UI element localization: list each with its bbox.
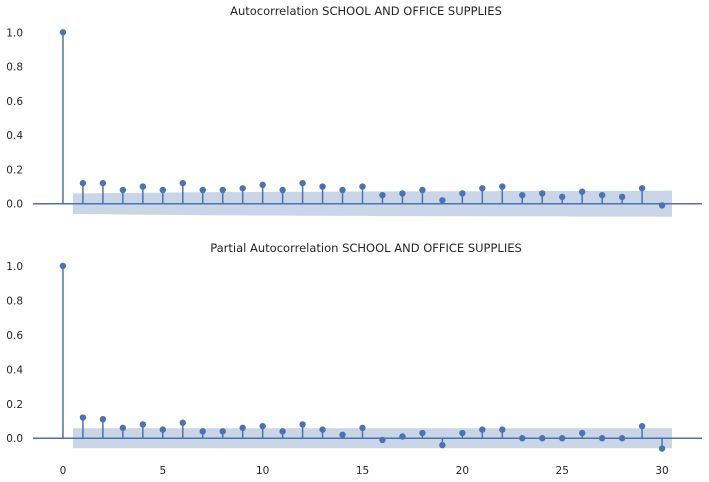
pacf-y-tick-label: 0.0 xyxy=(6,433,23,445)
pacf-marker-lag-22 xyxy=(499,426,506,433)
pacf-marker-lag-28 xyxy=(618,435,626,442)
acf-marker-lag-27 xyxy=(598,191,606,199)
acf-marker-lag-15 xyxy=(359,183,366,190)
acf-marker-lag-2 xyxy=(99,179,107,187)
pacf-marker-lag-21 xyxy=(479,426,486,433)
pacf-marker-lag-20 xyxy=(459,429,466,437)
pacf-marker-lag-1 xyxy=(79,414,87,421)
pacf-marker-lag-26 xyxy=(578,429,586,437)
pacf-y-tick-label: 1.0 xyxy=(6,261,23,273)
pacf-marker-lag-4 xyxy=(139,421,147,428)
acf-marker-lag-20 xyxy=(459,190,466,197)
pacf-x-tick-label: 0 xyxy=(60,465,67,477)
acf-marker-lag-3 xyxy=(119,186,127,194)
acf-marker-lag-29 xyxy=(638,185,646,192)
acf-y-tick-label: 1.0 xyxy=(6,27,23,39)
pacf-x-tick-label: 10 xyxy=(256,465,269,477)
pacf-marker-lag-18 xyxy=(419,429,426,437)
acf-marker-lag-30 xyxy=(658,202,666,209)
acf-marker-lag-17 xyxy=(399,190,406,197)
acf-marker-lag-5 xyxy=(159,186,167,194)
acf-marker-lag-28 xyxy=(618,193,626,201)
pacf-marker-lag-29 xyxy=(638,422,646,430)
pacf-y-tick-label: 0.4 xyxy=(6,364,23,376)
acf-marker-lag-26 xyxy=(578,188,586,195)
partial-autocorrelation-title: Partial Autocorrelation SCHOOL AND OFFIC… xyxy=(210,241,522,255)
pacf-marker-lag-5 xyxy=(159,426,167,433)
pacf-marker-lag-15 xyxy=(359,424,366,432)
pacf-x-tick-label: 15 xyxy=(356,465,369,477)
pacf-marker-lag-24 xyxy=(539,435,546,442)
pacf-marker-lag-11 xyxy=(279,428,286,435)
pacf-marker-lag-0 xyxy=(59,262,67,270)
acf-marker-lag-18 xyxy=(419,186,426,194)
acf-marker-lag-0 xyxy=(59,29,67,36)
pacf-marker-lag-9 xyxy=(239,424,246,432)
pacf-marker-lag-27 xyxy=(598,435,606,442)
acf-marker-lag-24 xyxy=(539,190,546,197)
pacf-x-tick-label: 20 xyxy=(456,465,469,477)
autocorrelation-title: Autocorrelation SCHOOL AND OFFICE SUPPLI… xyxy=(230,4,502,18)
pacf-marker-lag-7 xyxy=(199,428,206,435)
acf-marker-lag-13 xyxy=(319,183,326,190)
partial-autocorrelation-panel: Partial Autocorrelation SCHOOL AND OFFIC… xyxy=(6,241,702,477)
acf-marker-lag-11 xyxy=(279,186,286,194)
autocorrelation-panel: Autocorrelation SCHOOL AND OFFICE SUPPLI… xyxy=(6,4,702,217)
pacf-marker-lag-6 xyxy=(179,419,186,426)
acf-y-tick-label: 0.6 xyxy=(6,96,23,108)
pacf-x-tick-label: 30 xyxy=(655,465,668,477)
pacf-marker-lag-19 xyxy=(439,441,446,449)
acf-y-tick-label: 0.2 xyxy=(6,164,23,176)
acf-marker-lag-1 xyxy=(79,179,87,187)
acf-marker-lag-12 xyxy=(299,179,306,187)
acf-y-tick-label: 0.0 xyxy=(6,199,23,211)
pacf-y-tick-label: 0.8 xyxy=(6,295,23,307)
acf-marker-lag-22 xyxy=(499,183,506,190)
pacf-marker-lag-8 xyxy=(219,428,226,435)
pacf-y-tick-label: 0.6 xyxy=(6,330,23,342)
acf-marker-lag-16 xyxy=(379,191,386,199)
acf-marker-lag-14 xyxy=(339,186,346,194)
pacf-marker-lag-13 xyxy=(319,426,326,433)
pacf-marker-lag-25 xyxy=(559,435,566,442)
acf-y-tick-label: 0.4 xyxy=(6,130,23,142)
pacf-marker-lag-12 xyxy=(299,421,306,428)
acf-marker-lag-21 xyxy=(479,185,486,192)
acf-marker-lag-8 xyxy=(219,186,226,194)
acf-marker-lag-10 xyxy=(259,181,266,189)
acf-marker-lag-23 xyxy=(519,191,526,199)
pacf-marker-lag-23 xyxy=(519,435,526,442)
pacf-marker-lag-2 xyxy=(99,416,107,423)
acf-marker-lag-25 xyxy=(559,193,566,201)
acf-marker-lag-7 xyxy=(199,186,206,194)
pacf-x-tick-label: 5 xyxy=(159,465,166,477)
pacf-marker-lag-30 xyxy=(658,445,666,452)
acf-y-tick-label: 0.8 xyxy=(6,62,23,74)
pacf-marker-lag-14 xyxy=(339,431,346,438)
acf-marker-lag-6 xyxy=(179,179,186,187)
pacf-marker-lag-17 xyxy=(399,433,406,440)
acf-marker-lag-4 xyxy=(139,183,147,190)
pacf-x-tick-label: 25 xyxy=(556,465,569,477)
acf-marker-lag-9 xyxy=(239,185,246,192)
pacf-y-tick-label: 0.2 xyxy=(6,399,23,411)
acf-marker-lag-19 xyxy=(439,197,446,204)
pacf-marker-lag-3 xyxy=(119,424,127,432)
pacf-marker-lag-16 xyxy=(379,436,386,444)
pacf-marker-lag-10 xyxy=(259,422,266,430)
